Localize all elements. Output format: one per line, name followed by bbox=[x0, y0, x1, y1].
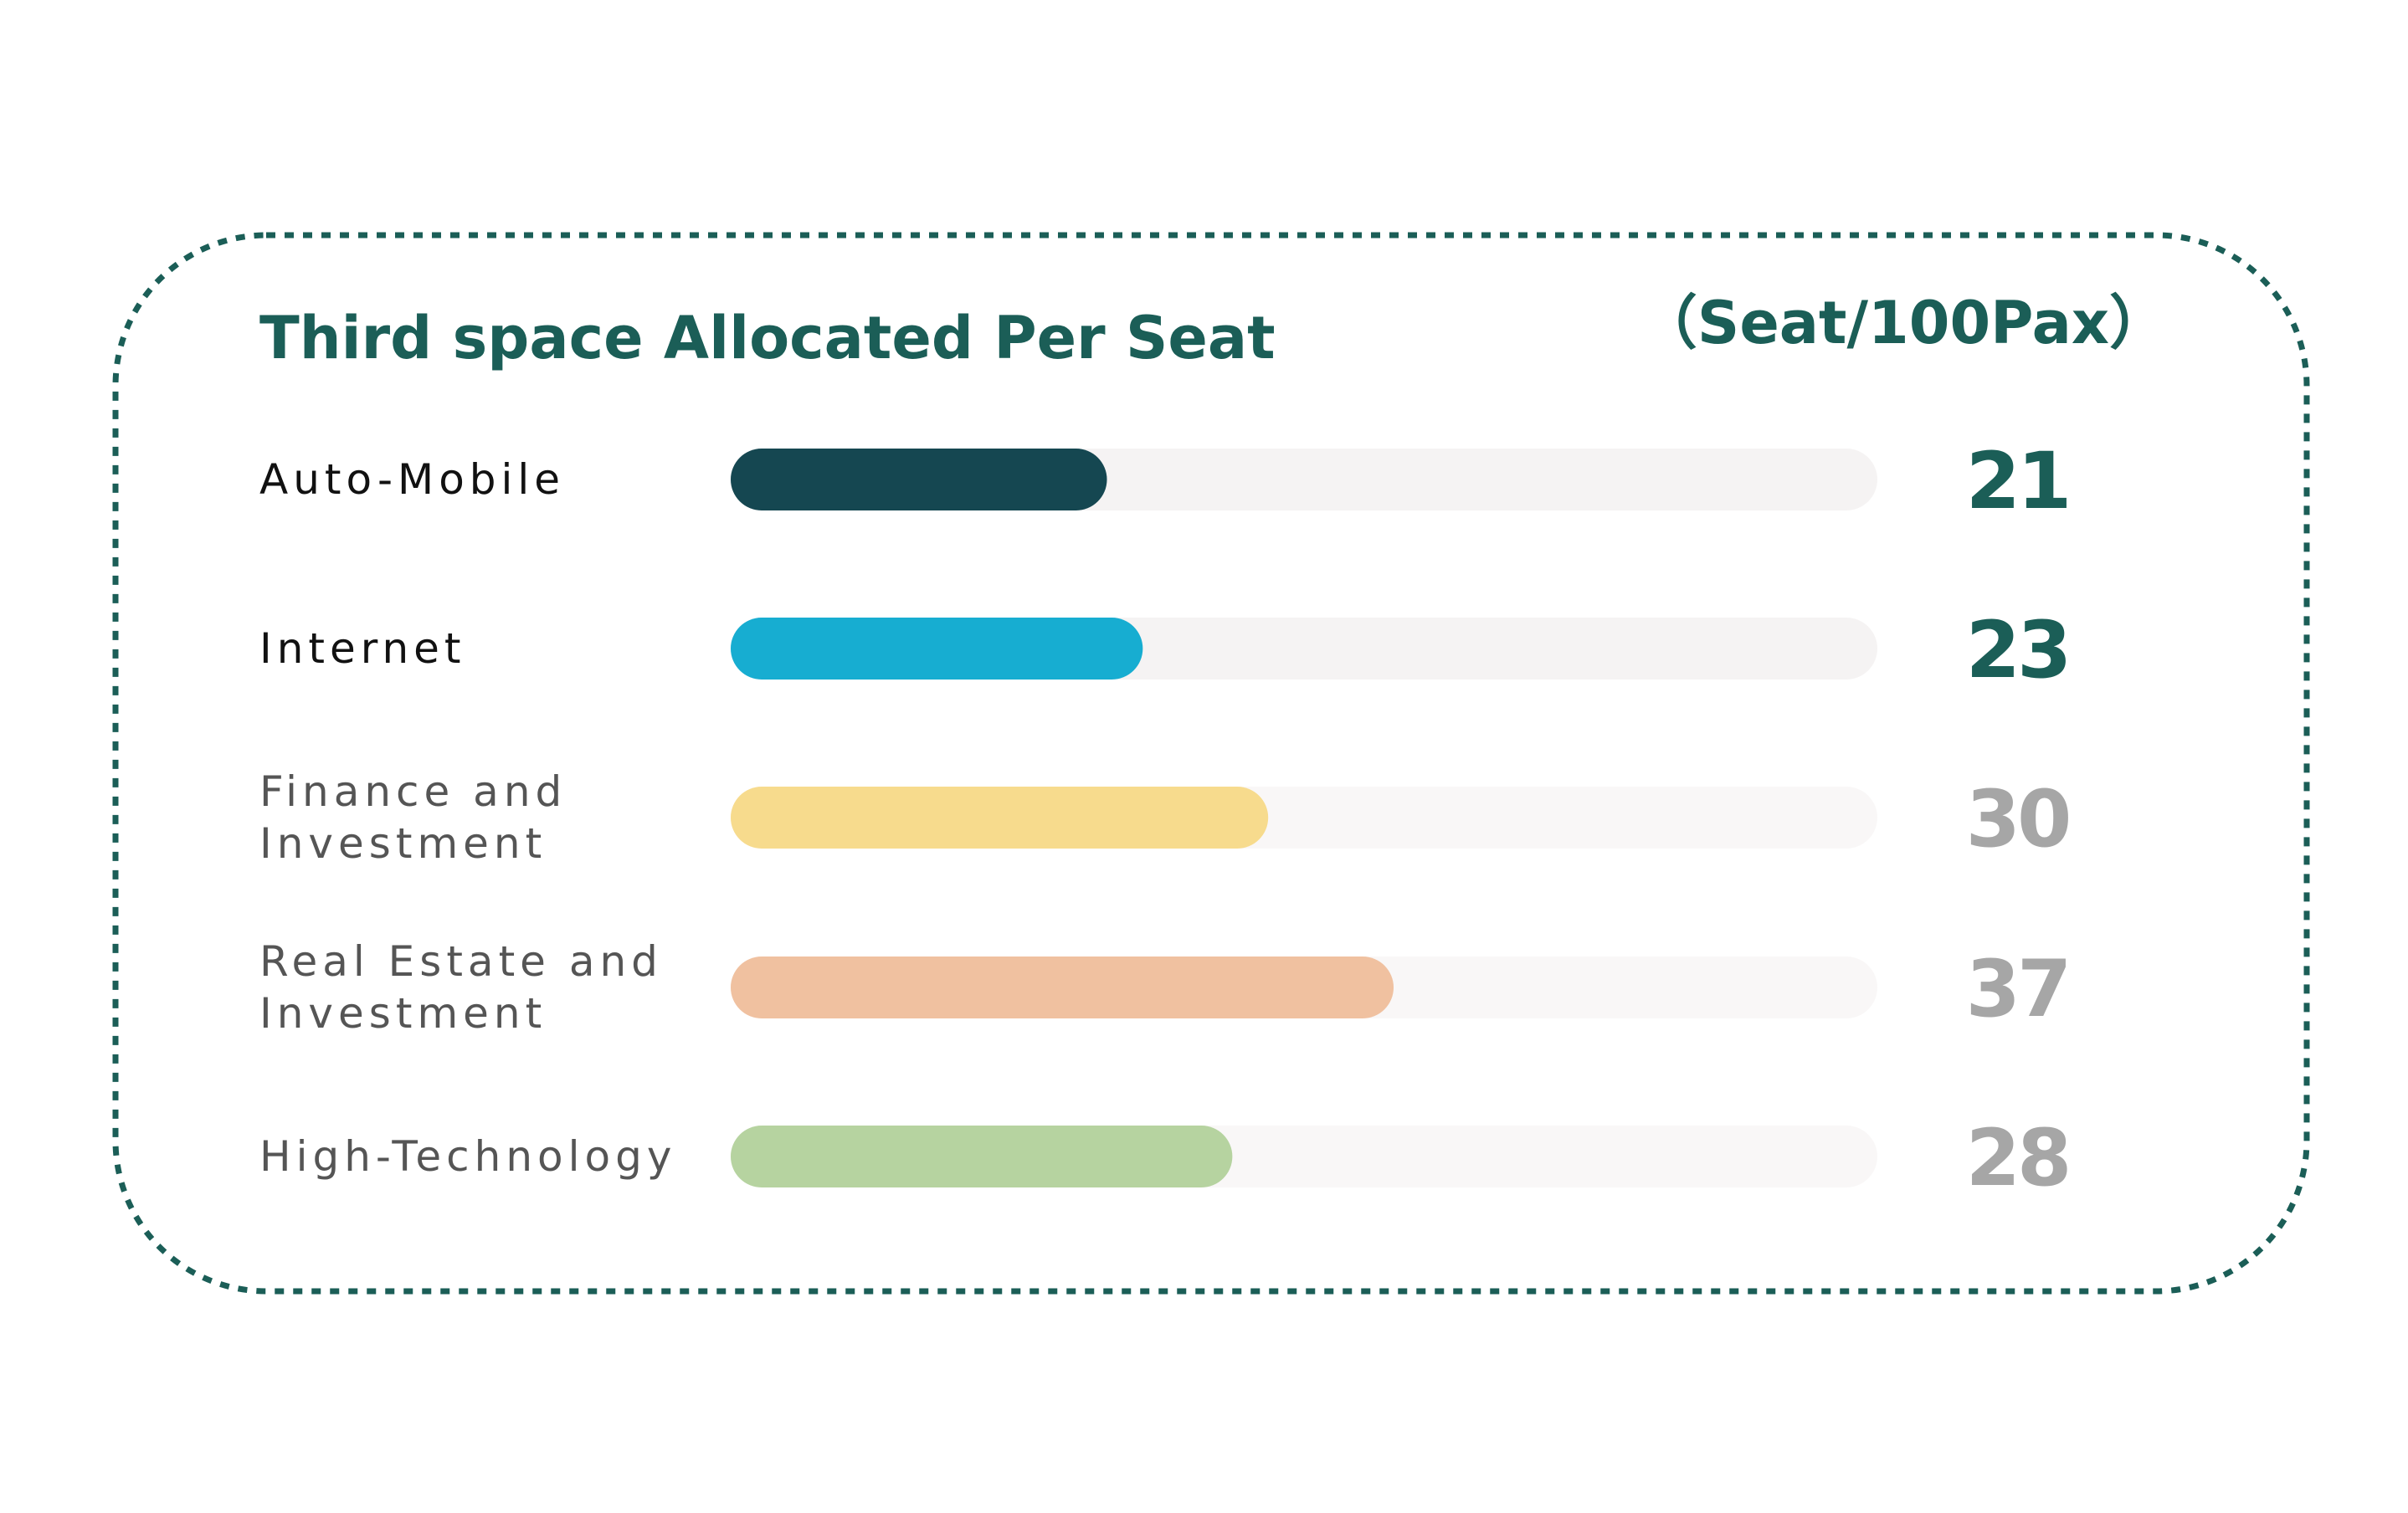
category-label: Auto-Mobile bbox=[259, 455, 565, 504]
chart-title: Third space Allocated Per Seat bbox=[259, 304, 1276, 372]
bar bbox=[731, 957, 1394, 1018]
value-label: 21 bbox=[1966, 436, 2069, 527]
bar bbox=[731, 449, 1107, 510]
bar bbox=[731, 618, 1143, 680]
value-label: 30 bbox=[1966, 774, 2069, 865]
bar bbox=[731, 1126, 1233, 1187]
value-label: 23 bbox=[1966, 605, 2069, 696]
unit-label: （Seat/100Pax） bbox=[1639, 289, 2168, 357]
category-label: Investment bbox=[259, 819, 547, 868]
chart-frame-dashed-border bbox=[112, 232, 2310, 1295]
bar bbox=[731, 787, 1269, 849]
category-label: Investment bbox=[259, 989, 547, 1038]
category-label: Finance and bbox=[259, 767, 567, 816]
value-label: 28 bbox=[1966, 1113, 2069, 1204]
category-label: High-Technology bbox=[259, 1132, 676, 1181]
category-label: Real Estate and bbox=[259, 937, 663, 986]
value-label: 37 bbox=[1966, 944, 2069, 1035]
category-label: Internet bbox=[259, 624, 466, 673]
